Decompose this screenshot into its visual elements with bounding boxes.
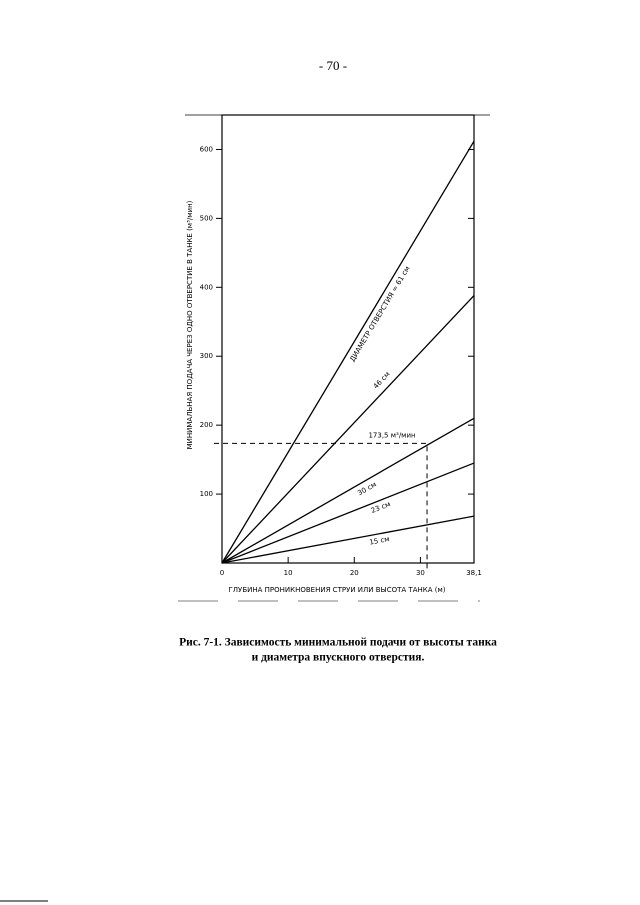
y-tick-label: 600 (200, 145, 213, 153)
y-tick-label: 300 (200, 352, 213, 360)
reference-line (214, 442, 428, 571)
x-tick-label: 30 (416, 569, 425, 577)
series-line (221, 515, 475, 564)
x-tick-label: 38,1 (466, 569, 482, 577)
series-label: 46 см (372, 370, 392, 390)
series-label: ДИАМЕТР ОТВЕРСТИЯ = 61 см (348, 265, 411, 363)
y-axis-title: МИНИМАЛЬНАЯ ПОДАЧА ЧЕРЕЗ ОДНО ОТВЕРСТИЕ … (186, 200, 194, 449)
plot-frame (221, 114, 475, 564)
y-tick-label: 100 (200, 490, 213, 498)
series-label: 15 см (369, 535, 390, 547)
x-axis-title: ГЛУБИНА ПРОНИКНОВЕНИЯ СТРУИ ИЛИ ВЫСОТА Т… (229, 586, 446, 594)
caption-line: Рис. 7-1. Зависимость минимальной подачи… (179, 637, 497, 649)
page-number: - 70 - (319, 58, 347, 73)
series-line (221, 417, 475, 564)
series-label: 30 см (356, 480, 378, 497)
series-line (221, 295, 475, 564)
y-tick-label: 500 (200, 214, 213, 222)
x-tick-label: 20 (350, 569, 359, 577)
series-label: 23 см (370, 500, 392, 515)
series-line (221, 462, 475, 564)
y-tick-label: 200 (200, 421, 213, 429)
y-tick-label: 400 (200, 283, 213, 291)
reference-label: 173,5 м³/мин (368, 431, 415, 439)
x-tick-label: 10 (284, 569, 293, 577)
series-line (221, 140, 475, 564)
caption-line: и диаметра впускного отверстия. (252, 652, 425, 664)
x-tick-label: 0 (220, 569, 224, 577)
